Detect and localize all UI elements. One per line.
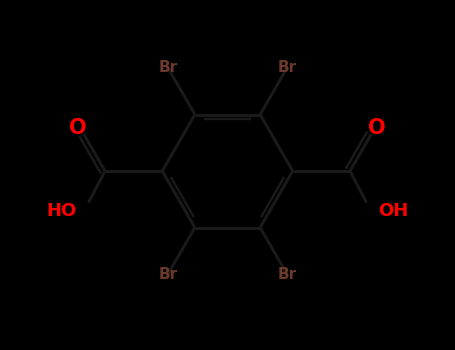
Text: Br: Br [158, 267, 177, 282]
Text: HO: HO [46, 202, 76, 220]
Text: Br: Br [278, 60, 297, 75]
Text: O: O [368, 118, 386, 138]
Text: Br: Br [158, 60, 177, 75]
Text: O: O [69, 118, 87, 138]
Text: OH: OH [379, 202, 409, 220]
Text: Br: Br [278, 267, 297, 282]
